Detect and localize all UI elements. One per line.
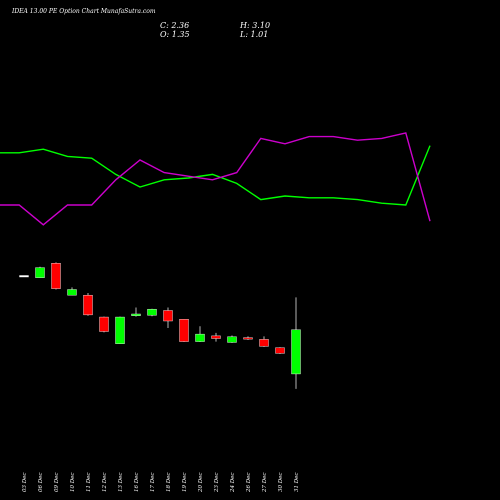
high-value: H: 3.10 [240, 21, 271, 30]
candle-body [227, 336, 237, 343]
x-tick-label: 12 Dec [102, 473, 108, 493]
x-tick-label: 13 Dec [118, 473, 124, 493]
candle-body [131, 313, 141, 316]
candle-body [211, 335, 221, 339]
x-tick-label: 11 Dec [86, 473, 92, 493]
x-tick-label: 31 Dec [294, 473, 300, 493]
upper-indicator-line [0, 145, 431, 206]
candle-body [243, 337, 253, 340]
x-tick-label: 10 Dec [70, 473, 76, 493]
candle-body [179, 319, 189, 342]
candle-body [195, 333, 205, 342]
candle-body [275, 347, 285, 354]
x-tick-label: 16 Dec [134, 473, 140, 493]
lower-indicator-line [0, 132, 431, 226]
candle-body [67, 289, 77, 296]
candle-body [147, 308, 157, 316]
candle-body [291, 329, 301, 375]
x-tick-label: 06 Dec [38, 473, 44, 493]
close-value: C: 2.36 [160, 21, 190, 30]
candle-body [115, 316, 125, 344]
open-value: O: 1.35 [160, 30, 190, 39]
x-tick-label: 23 Dec [214, 473, 220, 494]
x-tick-label: 20 Dec [198, 473, 204, 494]
x-tick-label: 17 Dec [150, 473, 156, 493]
x-tick-label: 03 Dec [22, 473, 28, 493]
x-tick-label: 26 Dec [246, 473, 252, 494]
candle-body [99, 316, 109, 332]
chart-title: IDEA 13.00 PE Option Chart MunafaSutra.c… [12, 8, 156, 15]
candle-body [259, 339, 269, 347]
candle-body [51, 263, 61, 289]
x-tick-label: 27 Dec [262, 473, 268, 494]
candle-body [163, 310, 173, 322]
x-tick-label: 09 Dec [54, 473, 60, 493]
candle-body [19, 275, 29, 278]
low-value: L: 1.01 [240, 30, 269, 39]
x-tick-label: 30 Dec [278, 473, 284, 493]
x-tick-label: 24 Dec [230, 473, 236, 494]
candle-body [83, 294, 93, 316]
x-tick-label: 18 Dec [166, 473, 172, 493]
candle-body [35, 267, 45, 278]
x-tick-label: 19 Dec [182, 473, 188, 493]
